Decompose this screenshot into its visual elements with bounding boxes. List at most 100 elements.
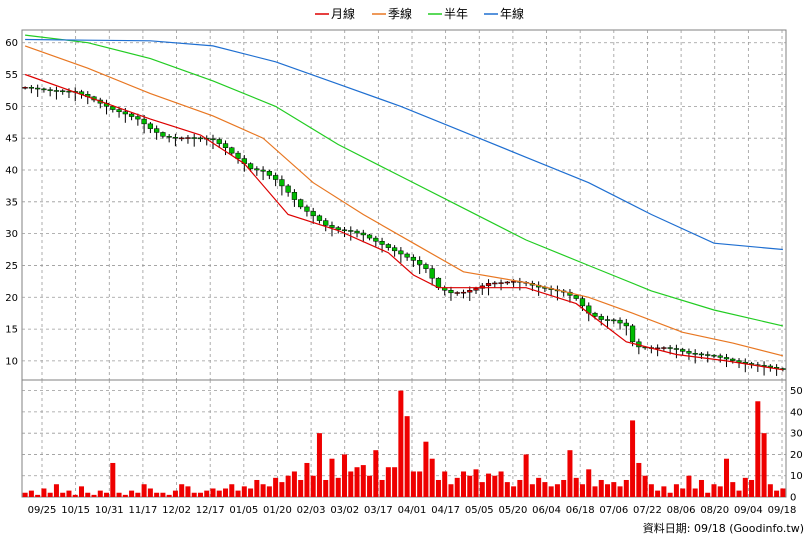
candle-body [310, 211, 316, 217]
candle-body [128, 113, 135, 117]
price-tick-label: 35 [5, 197, 18, 208]
candle-body [60, 90, 66, 93]
volume-bar [423, 441, 429, 497]
volume-bar [579, 484, 585, 497]
volume-bar [774, 490, 780, 497]
volume-bar [78, 486, 84, 497]
x-tick-label: 09/18 [768, 505, 797, 516]
candle-body [323, 220, 329, 226]
volume-bar [35, 494, 41, 497]
candle-body [222, 143, 229, 148]
volume-bar [367, 475, 373, 497]
volume-bar [554, 484, 560, 497]
volume-bar [442, 471, 448, 497]
candle-body [47, 89, 53, 91]
candle-body [473, 288, 479, 291]
x-tick-label: 12/17 [196, 505, 225, 516]
volume-bar [122, 494, 128, 497]
candle-body [692, 353, 698, 355]
candle-body [730, 358, 736, 361]
legend-item: 年線 [484, 6, 524, 21]
volume-bar [360, 465, 366, 497]
x-tick-label: 04/01 [398, 505, 427, 516]
candle-body [279, 179, 285, 187]
candle-body [667, 347, 673, 349]
candle-body [116, 109, 122, 113]
price-tick-label: 30 [5, 229, 18, 240]
volume-bar [529, 484, 535, 497]
candle-body [498, 282, 504, 284]
volume-bar [429, 458, 435, 497]
volume-bar [642, 475, 648, 497]
candle-body [579, 298, 586, 307]
volume-tick-label: 50 [790, 386, 803, 397]
volume-tick-label: 20 [790, 450, 803, 461]
volume-bar [630, 420, 636, 497]
volume-bar [310, 475, 316, 497]
candle-body [216, 139, 222, 144]
candle-body [604, 319, 611, 321]
x-tick-label: 09/04 [734, 505, 763, 516]
legend-label: 季線 [388, 6, 412, 21]
candle-body [629, 325, 636, 343]
volume-bar [523, 454, 529, 497]
volume-panel: 0 10 20 30 40 50 [21, 379, 803, 504]
volume-tick-label: 0 [790, 493, 796, 504]
volume-bar [235, 490, 241, 497]
volume-plot-frame [21, 379, 787, 498]
volume-bar [486, 473, 492, 497]
volume-bar [116, 492, 122, 497]
candle-body [686, 351, 692, 354]
volume-bar [85, 492, 91, 497]
price-tick-label: 20 [5, 293, 18, 304]
volume-bar [435, 479, 441, 497]
volume-bar [698, 479, 704, 497]
volume-bar [780, 488, 786, 497]
x-tick-label: 03/17 [364, 505, 393, 516]
candle-body [291, 192, 298, 200]
legend-label: 半年 [444, 7, 468, 21]
volume-bar [323, 479, 329, 497]
volume-bar [166, 494, 172, 497]
volume-bar [705, 492, 711, 497]
candle-body [247, 163, 254, 169]
volume-bar [636, 462, 642, 497]
candle-body [166, 136, 172, 138]
price-tick-label: 50 [5, 102, 18, 113]
candle-body [698, 353, 705, 356]
x-tick-label: 06/18 [566, 505, 595, 516]
x-tick-label: 10/31 [95, 505, 124, 516]
candle-body [391, 247, 398, 252]
volume-bar [154, 492, 160, 497]
x-tick-label: 11/17 [128, 505, 157, 516]
candle-body [485, 283, 492, 287]
volume-bar [298, 479, 304, 497]
candle-body [623, 322, 629, 327]
volume-bar [517, 479, 523, 497]
volume-bar [285, 475, 291, 497]
price-plot-frame [21, 29, 787, 381]
volume-bar [749, 479, 755, 497]
candle-body [191, 137, 197, 139]
candle-body [385, 244, 391, 248]
volume-bar [248, 488, 254, 497]
volume-bar [223, 488, 229, 497]
candle-body [260, 169, 266, 172]
candle-body [229, 147, 235, 154]
candle-body [479, 285, 485, 289]
volume-bar [91, 494, 97, 497]
x-tick-label: 02/03 [297, 505, 326, 516]
volume-bar [273, 477, 279, 497]
candle-body [492, 282, 498, 285]
candle-body [304, 206, 310, 212]
candle-body [285, 185, 291, 193]
volume-bar [573, 477, 579, 497]
candle-body [373, 237, 379, 242]
x-tick-label: 08/20 [700, 505, 729, 516]
candle-body [423, 264, 429, 269]
candle-body [379, 241, 385, 245]
price-tick-label: 25 [5, 261, 18, 272]
volume-bar [586, 469, 592, 497]
volume-bar [467, 475, 473, 497]
